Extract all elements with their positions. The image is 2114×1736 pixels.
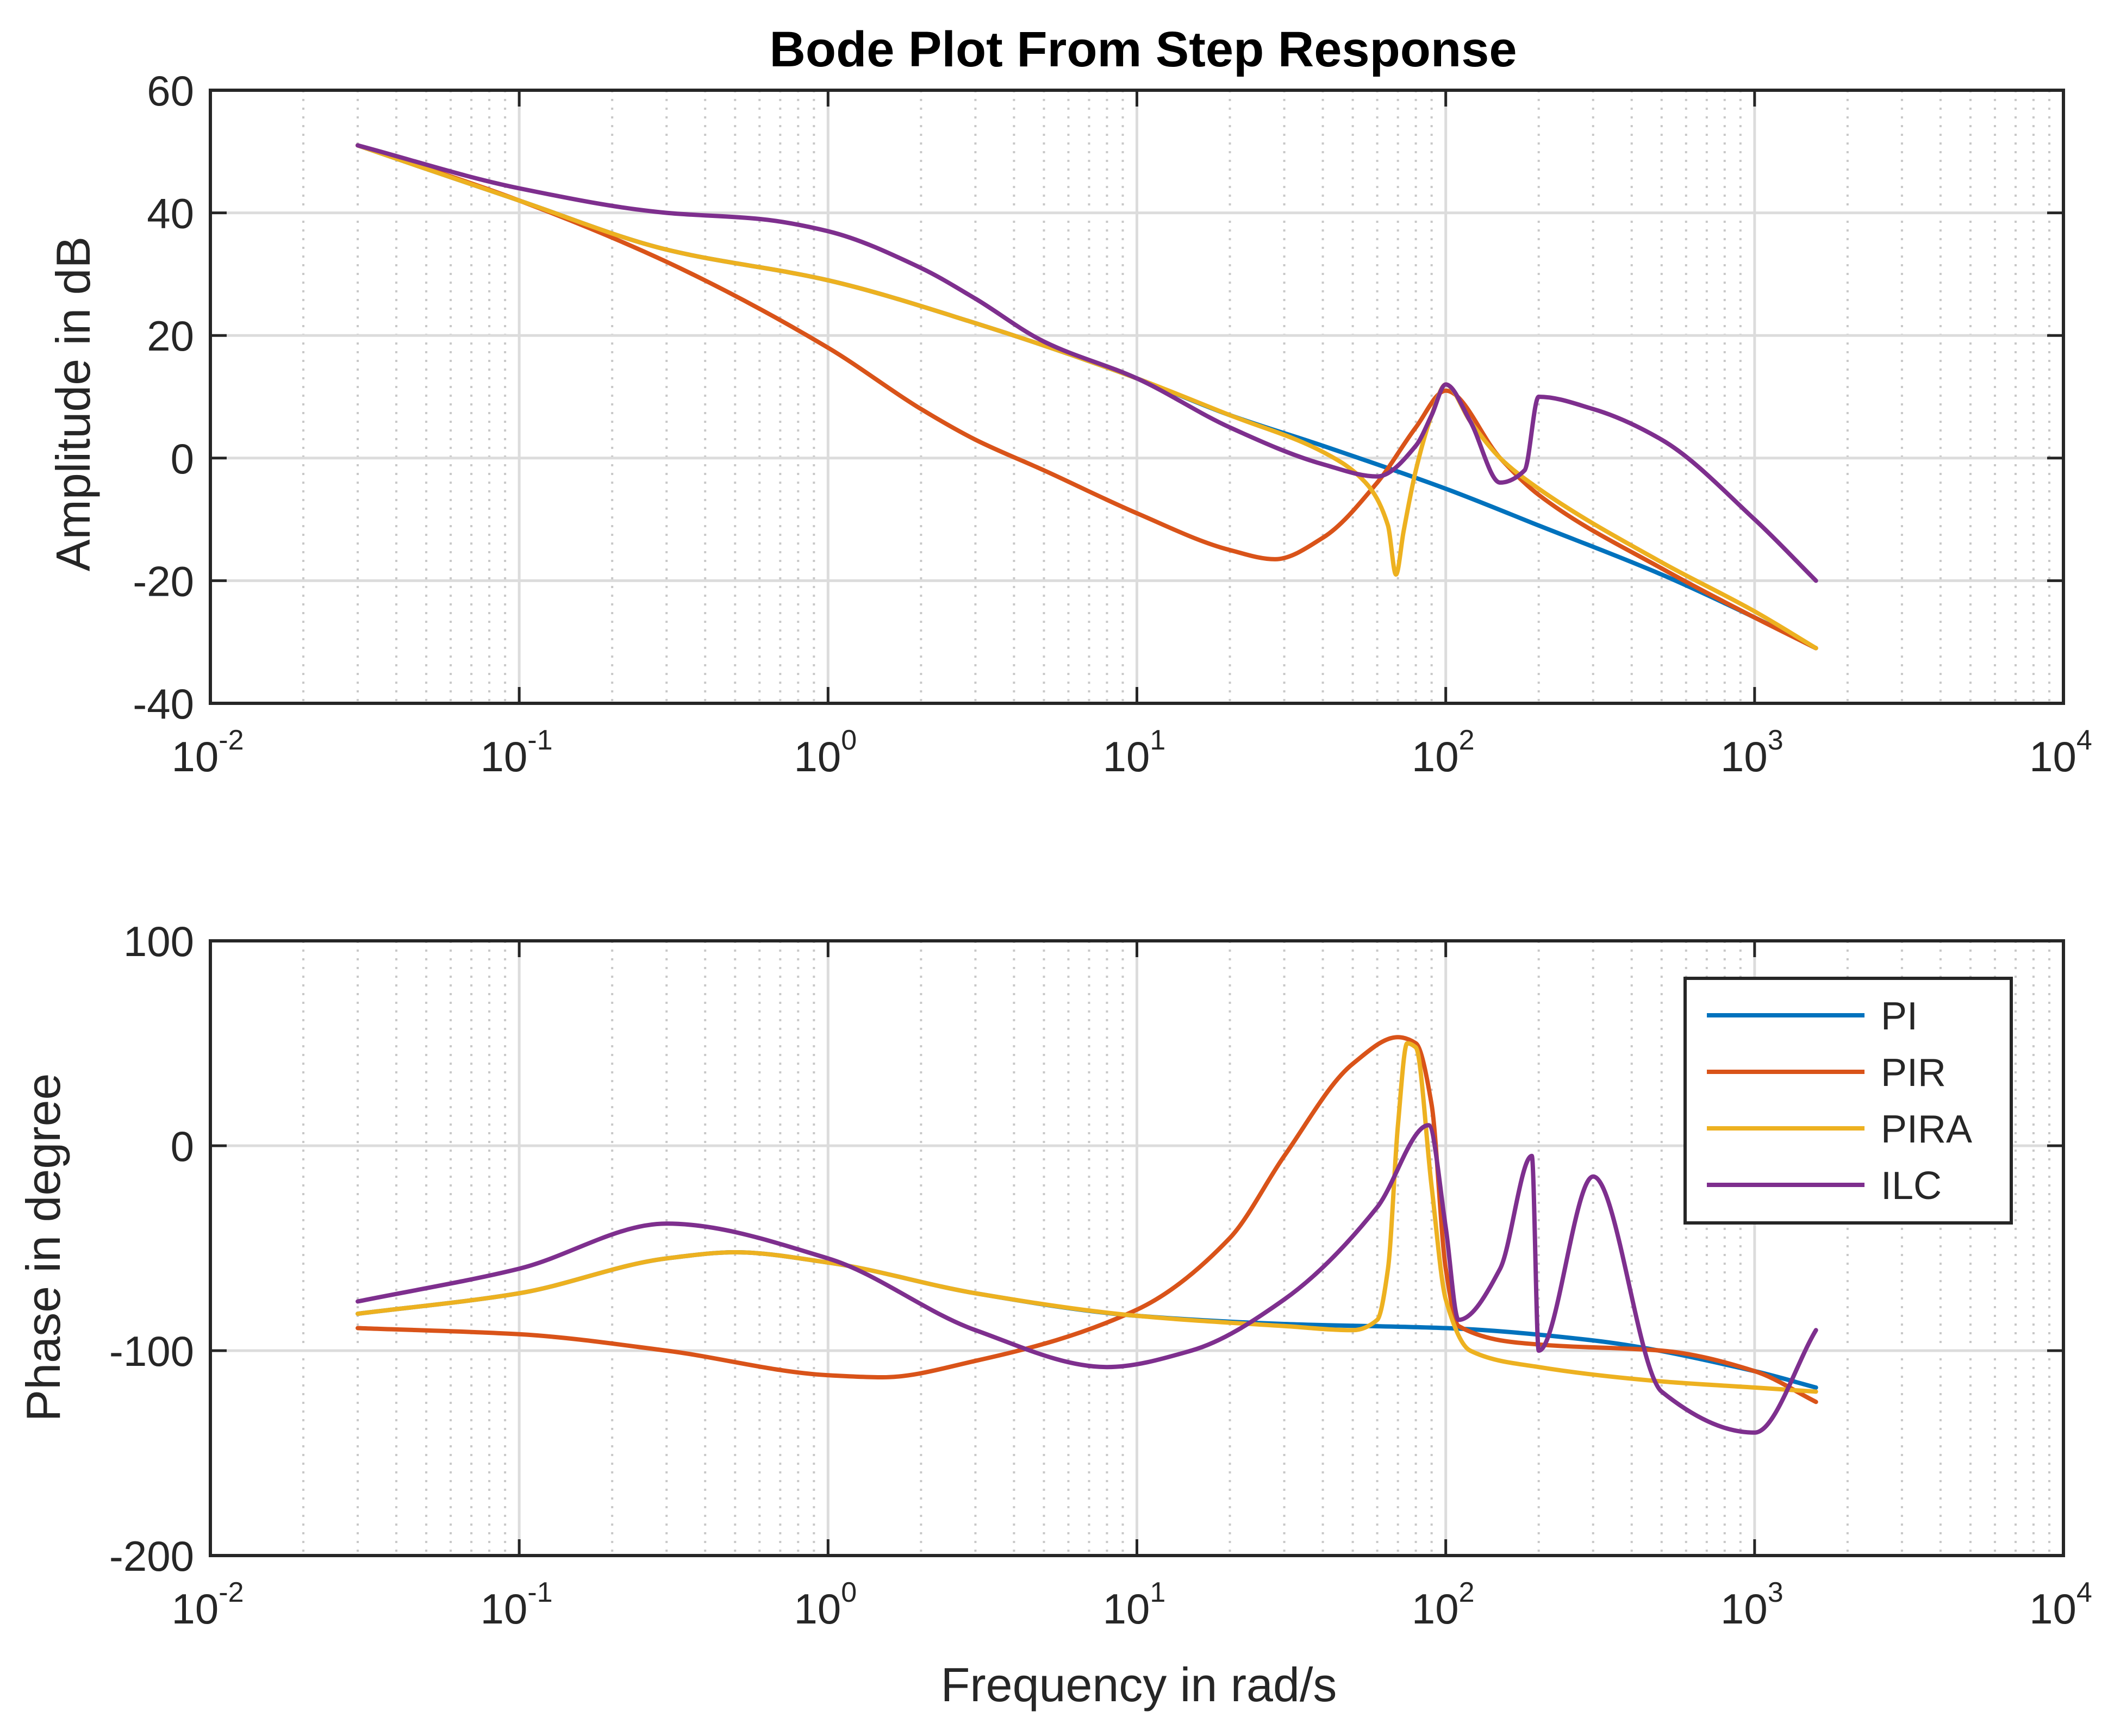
x-tick-exponent: 0 bbox=[841, 1577, 857, 1608]
x-tick-exponent: -2 bbox=[219, 725, 244, 756]
legend-label-pi: PI bbox=[1881, 995, 1918, 1038]
legend-label-pir: PIR bbox=[1881, 1051, 1946, 1095]
phase-axes: 10-2 10-1 100 101 102 103 1041000-100-200PIPIR… bbox=[109, 917, 2092, 1633]
x-tick-exponent: 1 bbox=[1150, 1577, 1165, 1608]
series-line-pira bbox=[356, 1041, 1818, 1394]
x-tick-label: 101 bbox=[1103, 725, 1166, 780]
x-tick-label: 10-2 bbox=[171, 1577, 244, 1633]
y-tick-label: 0 bbox=[171, 435, 194, 483]
x-tick-exponent: -1 bbox=[527, 1577, 552, 1608]
x-tick-exponent: 3 bbox=[1768, 1577, 1784, 1608]
x-tick-exponent: 4 bbox=[2076, 725, 2092, 756]
series-line-pira bbox=[356, 143, 1818, 651]
series-line-pir bbox=[356, 143, 1818, 651]
y-tick-label: 60 bbox=[147, 67, 194, 115]
y-tick-label: -100 bbox=[109, 1327, 194, 1375]
legend: PI PIR PIRA ILC bbox=[1683, 977, 2013, 1225]
chart-title: Bode Plot From Step Response bbox=[769, 22, 1517, 77]
phase-y-axis-title: Phase in degree bbox=[16, 1073, 70, 1422]
x-tick-exponent: 0 bbox=[841, 725, 857, 756]
x-tick-label: 10-2 bbox=[171, 725, 244, 780]
y-tick-label: 40 bbox=[147, 190, 194, 238]
series-group bbox=[356, 1035, 1818, 1435]
y-tick-label: 0 bbox=[171, 1122, 194, 1170]
x-tick-exponent: 3 bbox=[1768, 725, 1784, 756]
magnitude-y-axis-title: Amplitude in dB bbox=[46, 236, 100, 571]
x-tick-exponent: 4 bbox=[2076, 1577, 2092, 1608]
series-line-ilc bbox=[356, 143, 1818, 583]
y-tick-label: -20 bbox=[133, 557, 194, 605]
y-tick-label: 100 bbox=[123, 917, 194, 965]
x-axis-title: Frequency in rad/s bbox=[941, 1658, 1337, 1712]
y-tick-label: -200 bbox=[109, 1532, 194, 1580]
y-tick-label: -40 bbox=[133, 680, 194, 728]
x-tick-exponent: -2 bbox=[219, 1577, 244, 1608]
x-tick-exponent: 1 bbox=[1150, 725, 1165, 756]
x-tick-exponent: 2 bbox=[1459, 1577, 1475, 1608]
series-group bbox=[356, 143, 1818, 651]
x-tick-exponent: -1 bbox=[527, 725, 552, 756]
legend-label-ilc: ILC bbox=[1881, 1164, 1942, 1208]
legend-box bbox=[1683, 977, 2013, 1225]
series-line-ilc bbox=[356, 1123, 1818, 1435]
y-tick-label: 20 bbox=[147, 312, 194, 360]
x-tick-exponent: 2 bbox=[1459, 725, 1475, 756]
legend-label-pira: PIRA bbox=[1881, 1108, 1972, 1151]
